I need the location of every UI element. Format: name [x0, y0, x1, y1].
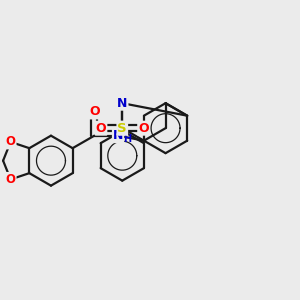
Text: N: N	[113, 129, 123, 142]
Text: O: O	[6, 173, 16, 186]
Text: H: H	[124, 134, 132, 144]
Text: O: O	[89, 105, 100, 119]
Text: O: O	[138, 122, 149, 135]
Text: N: N	[117, 97, 128, 110]
Text: S: S	[118, 122, 127, 135]
Text: O: O	[96, 122, 106, 135]
Text: O: O	[6, 135, 16, 148]
